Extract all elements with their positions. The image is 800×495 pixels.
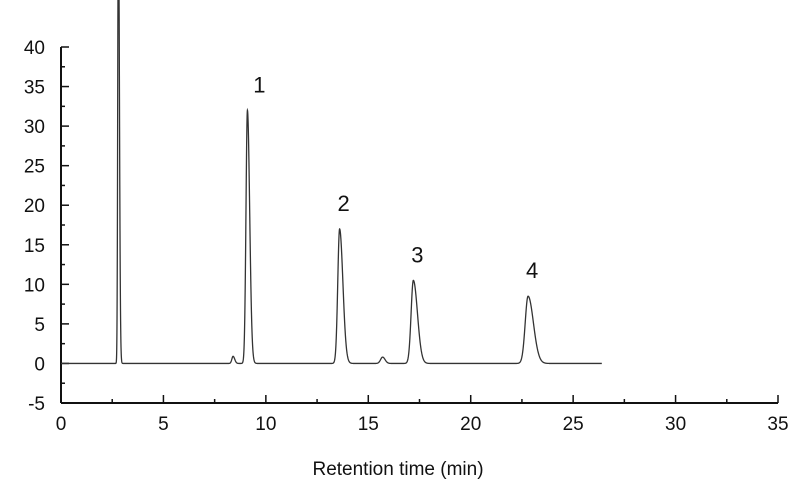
peak-label-2: 2 [337, 191, 349, 216]
y-tick-label: 40 [24, 38, 45, 59]
peak-label-3: 3 [411, 242, 423, 267]
y-tick-label: 20 [24, 196, 45, 217]
y-tick-label: 5 [34, 315, 45, 336]
y-tick-label: 35 [24, 78, 45, 99]
x-tick-label: 5 [158, 414, 169, 435]
axes: -5 0 5 10 15 20 25 30 35 40 0 5 10 15 20 25 30 35 [24, 38, 789, 435]
y-tick-label: -5 [28, 394, 45, 415]
x-tick-label: 30 [665, 414, 686, 435]
y-tick-label: 15 [24, 236, 45, 257]
y-tick-label: 10 [24, 275, 45, 296]
x-tick-label: 15 [358, 414, 379, 435]
y-tick-label: 25 [24, 157, 45, 178]
chromatogram-trace [61, 0, 602, 365]
x-axis-label: Retention time (min) [312, 459, 483, 480]
x-tick-label: 20 [460, 414, 481, 435]
peak-label-1: 1 [253, 72, 265, 97]
peak-label-4: 4 [526, 258, 538, 283]
y-tick-label: 0 [34, 354, 45, 375]
x-tick-label: 35 [767, 414, 788, 435]
peak-labels: 1 2 3 4 [253, 72, 538, 283]
x-tick-label: 0 [56, 414, 67, 435]
x-tick-label: 10 [255, 414, 276, 435]
y-tick-label: 30 [24, 117, 45, 138]
x-tick-label: 25 [563, 414, 584, 435]
